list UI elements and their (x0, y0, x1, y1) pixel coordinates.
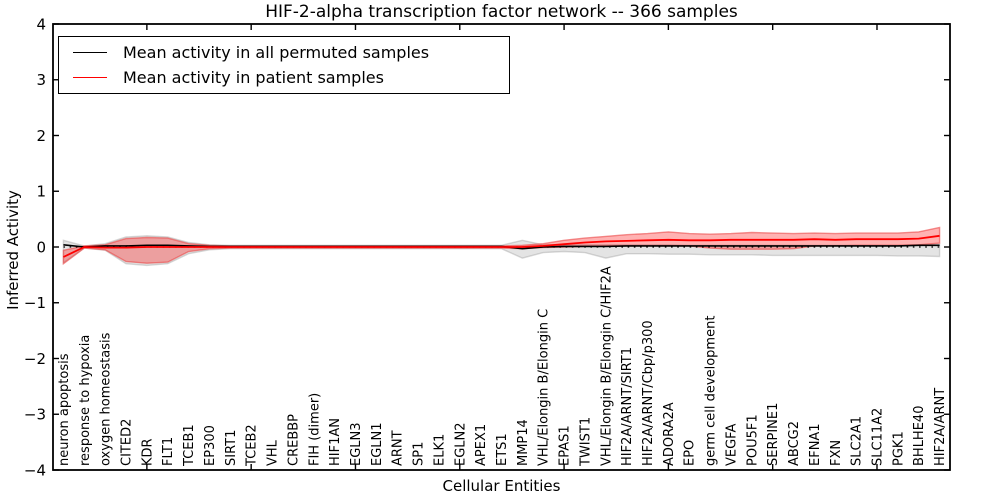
x-category-label: oxygen homeostasis (99, 332, 114, 466)
x-axis-label: Cellular Entities (442, 477, 561, 495)
x-category-label: TCEB1 (182, 424, 197, 467)
x-category-label: ARNT (391, 430, 406, 466)
x-category-label: ETS1 (495, 433, 510, 466)
legend: Mean activity in all permuted samples Me… (58, 36, 510, 94)
x-category-label: HIF2A/ARNT/SIRT1 (620, 347, 635, 466)
y-tick-label: −3 (24, 406, 46, 424)
x-category-label: germ cell development (704, 316, 719, 466)
legend-line-swatch-red (73, 77, 107, 78)
x-category-label: CREBBP (286, 414, 301, 466)
x-category-label: SERPINE1 (766, 403, 781, 466)
chart-title: HIF-2-alpha transcription factor network… (265, 2, 738, 22)
x-category-label: VHL/Elongin B/Elongin C/HIF2A (599, 266, 614, 466)
x-category-label: TWIST1 (578, 417, 593, 467)
x-category-label: SP1 (412, 442, 427, 466)
x-category-label: EGLN2 (453, 422, 468, 466)
x-category-label: SIRT1 (224, 430, 239, 466)
x-category-label: HIF2A/ARNT (933, 388, 948, 466)
x-category-label: TCEB2 (245, 424, 260, 467)
x-category-label: neuron apoptosis (57, 353, 72, 466)
y-axis-label: Inferred Activity (4, 190, 22, 310)
x-category-label: HIF1AN (328, 418, 343, 466)
y-tick-label: −1 (24, 294, 46, 312)
legend-label: Mean activity in all permuted samples (123, 43, 430, 62)
x-category-label: VEGFA (724, 424, 739, 466)
y-tick-label: −2 (24, 350, 46, 368)
x-category-label: EGLN3 (349, 422, 364, 466)
x-category-label: response to hypoxia (78, 335, 93, 466)
x-category-label: VHL (266, 439, 281, 466)
x-category-label: SLC2A1 (850, 416, 865, 466)
y-tick-label: 0 (36, 238, 46, 256)
x-category-label: VHL/Elongin B/Elongin C (537, 309, 552, 466)
x-category-label: FIH (dimer) (307, 393, 322, 466)
x-category-label: APEX1 (474, 424, 489, 466)
y-tick-label: 3 (36, 71, 46, 89)
x-category-label: SLC11A2 (870, 408, 885, 466)
legend-entry-patient: Mean activity in patient samples (59, 68, 509, 87)
x-category-label: EPO (683, 440, 698, 466)
x-category-label: ADORA2A (662, 402, 677, 466)
x-category-label: FXN (829, 440, 844, 466)
x-category-label: BHLHE40 (912, 406, 927, 466)
legend-entry-permuted: Mean activity in all permuted samples (59, 43, 509, 62)
x-category-label: POU5F1 (745, 414, 760, 466)
x-category-label: EFNA1 (808, 423, 823, 466)
x-category-label: CITED2 (120, 419, 135, 466)
x-category-label: ABCG2 (787, 421, 802, 466)
line-mean-patient (63, 234, 940, 258)
y-tick-label: 1 (36, 183, 46, 201)
y-tick-label: 4 (36, 15, 46, 33)
y-tick-label: −4 (24, 461, 46, 479)
legend-label: Mean activity in patient samples (123, 68, 384, 87)
y-tick-label: 2 (36, 127, 46, 145)
x-category-label: FLT1 (161, 437, 176, 466)
x-category-label: HIF2A/ARNT/Cbp/p300 (641, 320, 656, 466)
x-category-label: EPAS1 (558, 425, 573, 466)
legend-line-swatch-black (73, 52, 107, 53)
x-category-label: ELK1 (432, 434, 447, 466)
x-category-label: EP300 (203, 425, 218, 466)
x-category-label: MMP14 (516, 419, 531, 466)
x-category-label: EGLN1 (370, 422, 385, 466)
x-category-label: KDR (140, 438, 155, 466)
x-category-label: PGK1 (891, 431, 906, 466)
